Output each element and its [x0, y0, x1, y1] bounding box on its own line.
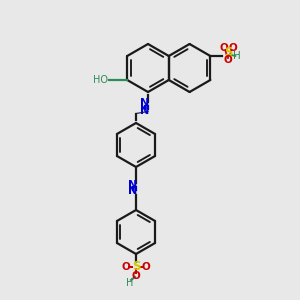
Text: S: S: [224, 46, 232, 59]
Text: O: O: [142, 262, 150, 272]
Text: N: N: [140, 106, 150, 116]
Text: H: H: [233, 51, 241, 61]
Text: O: O: [132, 271, 140, 281]
Text: N: N: [128, 179, 138, 190]
Text: HO: HO: [93, 75, 108, 85]
Text: S: S: [132, 260, 140, 272]
Text: H: H: [126, 278, 134, 288]
Text: O: O: [224, 55, 233, 65]
Text: N: N: [128, 187, 138, 196]
Text: N: N: [140, 98, 150, 109]
Text: O: O: [122, 262, 130, 272]
Text: O: O: [220, 43, 229, 53]
Text: O: O: [229, 43, 238, 53]
